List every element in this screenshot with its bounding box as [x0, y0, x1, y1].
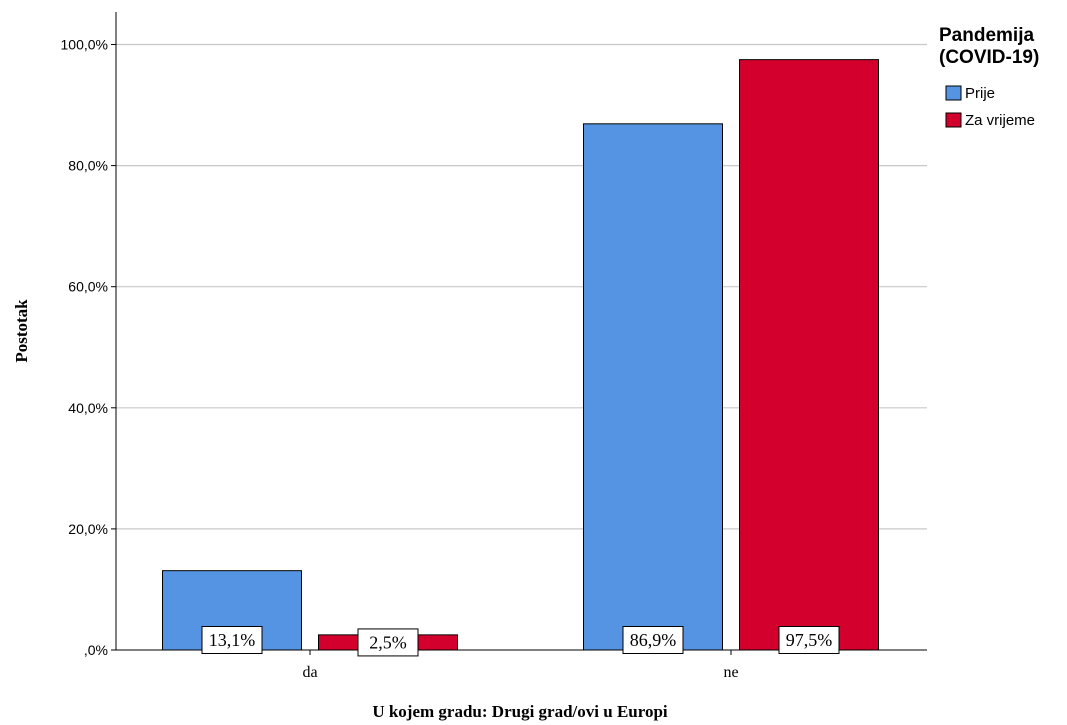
y-tick-label: 60,0% [68, 279, 108, 295]
y-axis-title: Postotak [12, 299, 31, 363]
bar [583, 123, 723, 651]
data-label-box [622, 626, 684, 654]
bar [739, 59, 879, 651]
data-label-box [201, 626, 263, 654]
legend-swatch-prije [945, 85, 962, 101]
legend-title-line-1: Pandemija [939, 25, 1034, 46]
legend-label-prije: Prije [965, 85, 995, 102]
data-label-box [357, 628, 419, 657]
legend-title-line-2: (COVID-19) [939, 47, 1039, 68]
data-label: 13,1% [209, 630, 256, 650]
y-tick-labels: ,0% 20,0% 40,0% 60,0% 80,0% 100,0% [61, 37, 116, 658]
data-labels: 13,1% 2,5% 86,9% 97,5% [201, 626, 840, 657]
y-tick-label: 20,0% [68, 521, 108, 537]
data-label-box [778, 626, 840, 654]
y-tick-label: 100,0% [61, 37, 108, 53]
x-tick-labels: da ne [302, 650, 739, 681]
data-label: 2,5% [369, 632, 407, 652]
y-tick-label: 80,0% [68, 158, 108, 174]
y-tick-label: ,0% [84, 642, 108, 658]
x-axis-title: U kojem gradu: Drugi grad/ovi u Europi [372, 702, 668, 721]
x-tick-label: ne [723, 664, 738, 681]
legend: Pandemija (COVID-19) Prije Za vrijeme [939, 25, 1039, 129]
data-label: 86,9% [630, 630, 677, 650]
legend-swatch-za-vrijeme [945, 112, 962, 128]
y-tick-label: 40,0% [68, 400, 108, 416]
x-tick-label: da [302, 664, 317, 681]
bars [162, 59, 879, 651]
legend-label-za-vrijeme: Za vrijeme [965, 112, 1035, 129]
data-label: 97,5% [786, 630, 833, 650]
